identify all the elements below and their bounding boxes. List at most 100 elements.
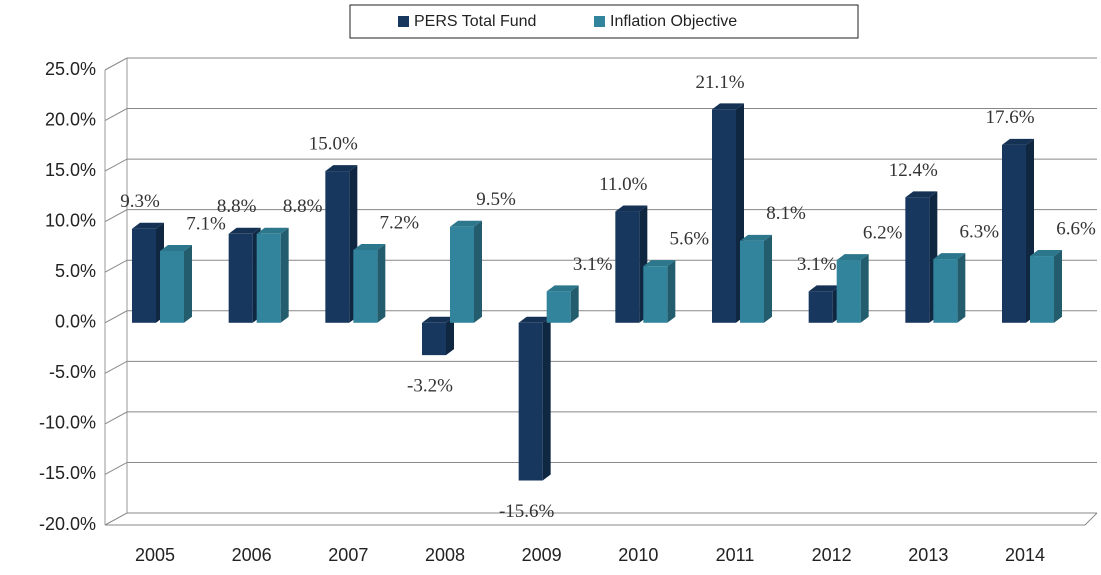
value-label: -3.2% bbox=[407, 375, 453, 396]
bar bbox=[132, 228, 156, 323]
grid-line bbox=[104, 259, 1097, 273]
bar-top bbox=[615, 205, 648, 212]
bar bbox=[353, 249, 378, 323]
bar-top bbox=[1002, 138, 1034, 145]
value-label: 7.1% bbox=[186, 213, 226, 234]
bar-top bbox=[518, 316, 551, 323]
bar bbox=[450, 226, 474, 323]
bar bbox=[615, 211, 640, 323]
value-label: 3.1% bbox=[573, 254, 613, 275]
x-tick-label: 2011 bbox=[716, 545, 755, 565]
value-label: 5.6% bbox=[670, 229, 710, 250]
x-tick-label: 2008 bbox=[425, 545, 465, 565]
x-tick-label: 2007 bbox=[328, 545, 368, 565]
value-label: 8.8% bbox=[217, 196, 257, 217]
grid-line bbox=[104, 512, 1097, 526]
bar bbox=[1002, 144, 1026, 323]
bar-top bbox=[905, 191, 938, 198]
bar-top bbox=[643, 260, 676, 267]
value-label: -15.6% bbox=[499, 501, 555, 522]
y-tick-label: 25.0% bbox=[45, 59, 96, 79]
bar-top bbox=[836, 254, 869, 261]
value-label: 8.8% bbox=[283, 196, 323, 217]
bar-top bbox=[325, 165, 358, 172]
y-tick-label: -5.0% bbox=[49, 362, 96, 382]
bar bbox=[836, 260, 861, 323]
y-tick-label: -20.0% bbox=[39, 514, 96, 534]
x-tick-label: 2009 bbox=[522, 545, 562, 565]
bar bbox=[228, 233, 253, 323]
legend-swatch bbox=[398, 16, 409, 27]
value-label: 12.4% bbox=[889, 160, 938, 181]
x-tick-label: 2014 bbox=[1005, 545, 1045, 565]
bar-top bbox=[933, 253, 966, 260]
bar bbox=[712, 109, 736, 323]
grid-line bbox=[104, 158, 1097, 172]
bar-top bbox=[712, 103, 744, 110]
grid-line bbox=[104, 209, 1097, 223]
bar bbox=[160, 250, 184, 323]
value-label: 6.6% bbox=[1056, 218, 1096, 239]
bar bbox=[422, 322, 446, 356]
bar bbox=[643, 266, 668, 323]
grid-line bbox=[104, 411, 1097, 425]
y-tick-label: 15.0% bbox=[45, 160, 96, 180]
legend-label: PERS Total Fund bbox=[414, 13, 536, 30]
value-label: 17.6% bbox=[985, 107, 1034, 128]
bar-side bbox=[474, 220, 482, 323]
y-tick-label: -10.0% bbox=[39, 413, 96, 433]
bar-side bbox=[570, 285, 579, 323]
bar bbox=[546, 291, 571, 323]
x-tick-label: 2005 bbox=[135, 545, 175, 565]
bar-top bbox=[808, 285, 841, 292]
bar-top bbox=[740, 234, 772, 241]
value-label: 11.0% bbox=[599, 174, 648, 195]
bar-side bbox=[377, 243, 386, 323]
y-tick-label: -15.0% bbox=[39, 463, 96, 483]
y-tick-label: 10.0% bbox=[45, 210, 96, 230]
x-tick-label: 2006 bbox=[232, 545, 272, 565]
grid-line bbox=[104, 108, 1097, 121]
bar-top bbox=[132, 222, 164, 229]
bar-side bbox=[667, 260, 676, 323]
bar bbox=[905, 197, 930, 323]
bar-top bbox=[546, 285, 579, 292]
x-tick-label: 2010 bbox=[618, 545, 658, 565]
legend-swatch bbox=[594, 16, 605, 27]
value-label: 21.1% bbox=[695, 72, 744, 93]
grid-line bbox=[104, 57, 1097, 71]
y-tick-label: 20.0% bbox=[45, 109, 96, 129]
bar bbox=[933, 259, 958, 323]
bar-side bbox=[957, 253, 966, 323]
bar-side bbox=[1054, 250, 1062, 323]
bar bbox=[1030, 256, 1054, 323]
bar-side bbox=[860, 254, 869, 323]
bar-top bbox=[353, 243, 386, 250]
bar bbox=[808, 291, 833, 323]
legend-label: Inflation Objective bbox=[610, 13, 737, 30]
value-label: 9.3% bbox=[120, 191, 160, 212]
value-label: 9.5% bbox=[476, 189, 516, 210]
y-tick-label: 5.0% bbox=[55, 261, 96, 281]
bar-top bbox=[256, 227, 289, 234]
bar-top bbox=[1030, 250, 1062, 257]
x-tick-label: 2012 bbox=[812, 545, 852, 565]
grid-line bbox=[104, 360, 1097, 374]
bar-top bbox=[228, 227, 261, 234]
floor-edge bbox=[105, 512, 1098, 526]
bar-side bbox=[280, 227, 289, 323]
y-tick-label: 0.0% bbox=[55, 312, 96, 332]
value-label: 8.1% bbox=[766, 203, 806, 224]
bar-side bbox=[764, 234, 772, 323]
bar-side bbox=[184, 244, 192, 323]
bar-top bbox=[422, 316, 454, 323]
bar-top bbox=[450, 220, 482, 227]
bar bbox=[325, 171, 350, 323]
x-tick-label: 2013 bbox=[908, 545, 948, 565]
bar-top bbox=[160, 244, 192, 251]
bar-side bbox=[542, 316, 551, 481]
bar bbox=[740, 240, 764, 323]
value-label: 15.0% bbox=[309, 133, 358, 154]
bar bbox=[256, 233, 281, 323]
